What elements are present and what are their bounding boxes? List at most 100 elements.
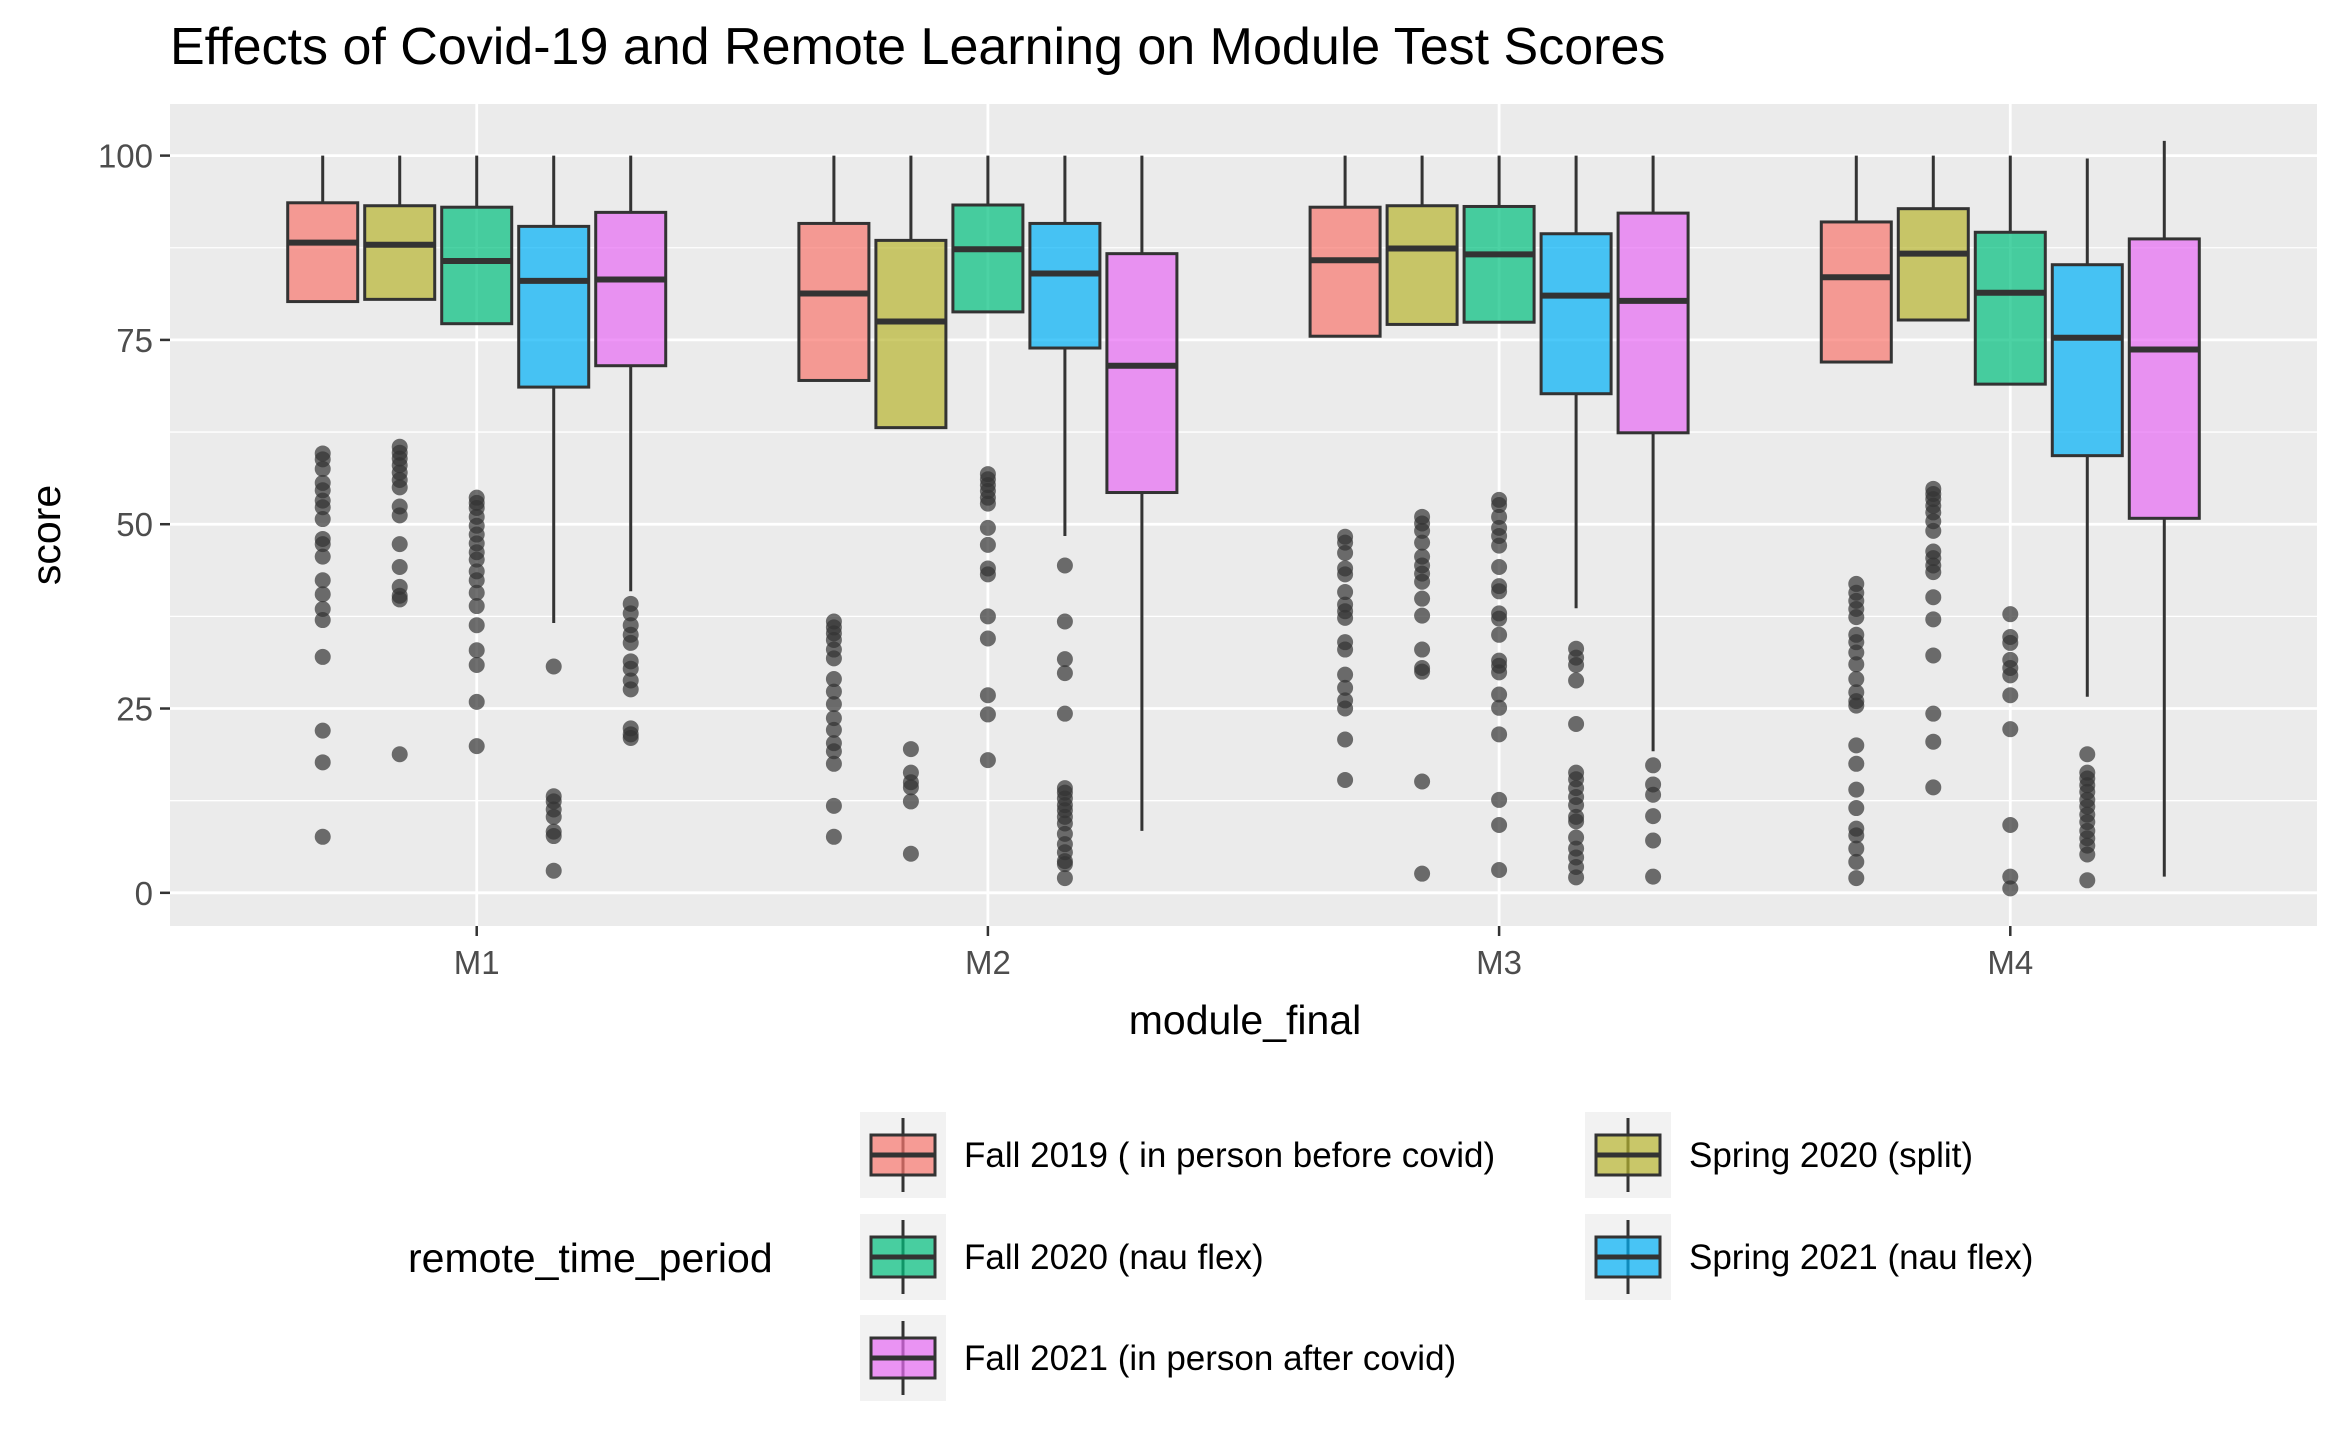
box-group	[1539, 155, 1613, 886]
outlier-point	[1491, 497, 1508, 514]
outlier-point	[1056, 665, 1073, 682]
series-group	[286, 155, 1893, 887]
outlier-point	[902, 793, 919, 810]
legend-title: remote_time_period	[408, 1235, 773, 1281]
box-group	[363, 155, 437, 763]
outlier-point	[1414, 865, 1431, 882]
outlier-point	[622, 660, 639, 677]
box-group	[286, 155, 360, 845]
outlier-point	[314, 536, 331, 553]
outlier-point	[314, 754, 331, 771]
y-axis-title: score	[23, 485, 69, 585]
axes: 0 25 50 75 100 M1 M2 M3 M4	[98, 138, 2033, 981]
outlier-point	[1414, 522, 1431, 539]
box-group	[2050, 158, 2124, 889]
legend-label: Fall 2021 (in person after covid)	[964, 1339, 1456, 1378]
outlier-point	[979, 706, 996, 723]
outlier-point	[2079, 846, 2096, 863]
outlier-point	[1491, 508, 1508, 525]
legend-item: Fall 2019 ( in person before covid)	[860, 1112, 1495, 1198]
outlier-point	[979, 536, 996, 553]
outlier-point	[1337, 772, 1354, 789]
outlier-point	[1056, 870, 1073, 887]
outlier-point	[825, 743, 842, 760]
outlier-point	[468, 572, 485, 589]
outlier-point	[1491, 626, 1508, 643]
outlier-point	[314, 722, 331, 739]
outlier-point	[1491, 686, 1508, 703]
outlier-point	[2002, 687, 2019, 704]
outlier-point	[979, 519, 996, 536]
outlier-point	[1645, 808, 1662, 825]
series-group	[594, 140, 2201, 885]
outlier-point	[1056, 705, 1073, 722]
box-group	[2127, 140, 2201, 877]
outlier-point	[825, 797, 842, 814]
box-group	[1028, 155, 1102, 887]
outlier-point	[1848, 671, 1865, 688]
outlier-point	[1337, 609, 1354, 626]
box-rect	[1896, 207, 1970, 322]
outlier-point	[1848, 781, 1865, 798]
x-tick-label: M2	[965, 944, 1011, 981]
outlier-point	[468, 657, 485, 674]
legend-label: Fall 2019 ( in person before covid)	[964, 1136, 1495, 1175]
outlier-point	[314, 572, 331, 589]
box-rect	[1105, 252, 1179, 495]
outlier-point	[1337, 666, 1354, 683]
outlier-point	[825, 710, 842, 727]
outlier-point	[2002, 880, 2019, 897]
box-rect	[1028, 221, 1102, 350]
outlier-point	[1925, 589, 1942, 606]
outlier-point	[314, 612, 331, 629]
box-group	[1896, 155, 1970, 796]
outlier-point	[1925, 705, 1942, 722]
outlier-point	[825, 721, 842, 738]
outlier-point	[1491, 610, 1508, 627]
outlier-point	[1925, 779, 1942, 796]
outlier-point	[2002, 634, 2019, 651]
box-rect	[1308, 205, 1382, 338]
box-rect	[440, 205, 514, 326]
outlier-point	[468, 598, 485, 615]
outlier-point	[1491, 699, 1508, 716]
outlier-point	[1056, 651, 1073, 668]
box-rect	[286, 201, 360, 304]
box-rect	[594, 210, 668, 368]
outlier-point	[1337, 584, 1354, 601]
outlier-point	[1414, 663, 1431, 680]
outlier-point	[1925, 564, 1942, 581]
box-rect	[874, 238, 948, 430]
outlier-point	[1337, 566, 1354, 583]
outlier-point	[979, 495, 996, 512]
box-group	[1973, 155, 2047, 897]
outlier-point	[825, 683, 842, 700]
outlier-point	[1645, 868, 1662, 885]
y-tick-label: 25	[116, 691, 153, 728]
outlier-point	[979, 630, 996, 647]
outlier-point	[314, 511, 331, 528]
outlier-point	[902, 741, 919, 758]
y-tick-label: 0	[135, 875, 153, 912]
box-group	[1385, 155, 1459, 882]
outlier-point	[902, 779, 919, 796]
legend: remote_time_period Fall 2019 ( in person…	[408, 1112, 2033, 1401]
series-group	[517, 155, 2124, 889]
legend-item: Spring 2021 (nau flex)	[1585, 1214, 2033, 1300]
outlier-point	[1848, 853, 1865, 870]
outlier-point	[1848, 755, 1865, 772]
box-series	[286, 140, 2201, 897]
outlier-point	[825, 828, 842, 845]
outlier-point	[825, 671, 842, 688]
outlier-point	[468, 642, 485, 659]
y-tick-label: 50	[116, 506, 153, 543]
y-tick-label: 75	[116, 322, 153, 359]
chart-title: Effects of Covid-19 and Remote Learning …	[170, 18, 1665, 76]
outlier-point	[545, 828, 562, 845]
outlier-point	[1568, 797, 1585, 814]
outlier-point	[1848, 827, 1865, 844]
box-rect	[1819, 220, 1893, 364]
outlier-point	[391, 507, 408, 524]
outlier-point	[622, 634, 639, 651]
box-group	[1105, 155, 1179, 831]
